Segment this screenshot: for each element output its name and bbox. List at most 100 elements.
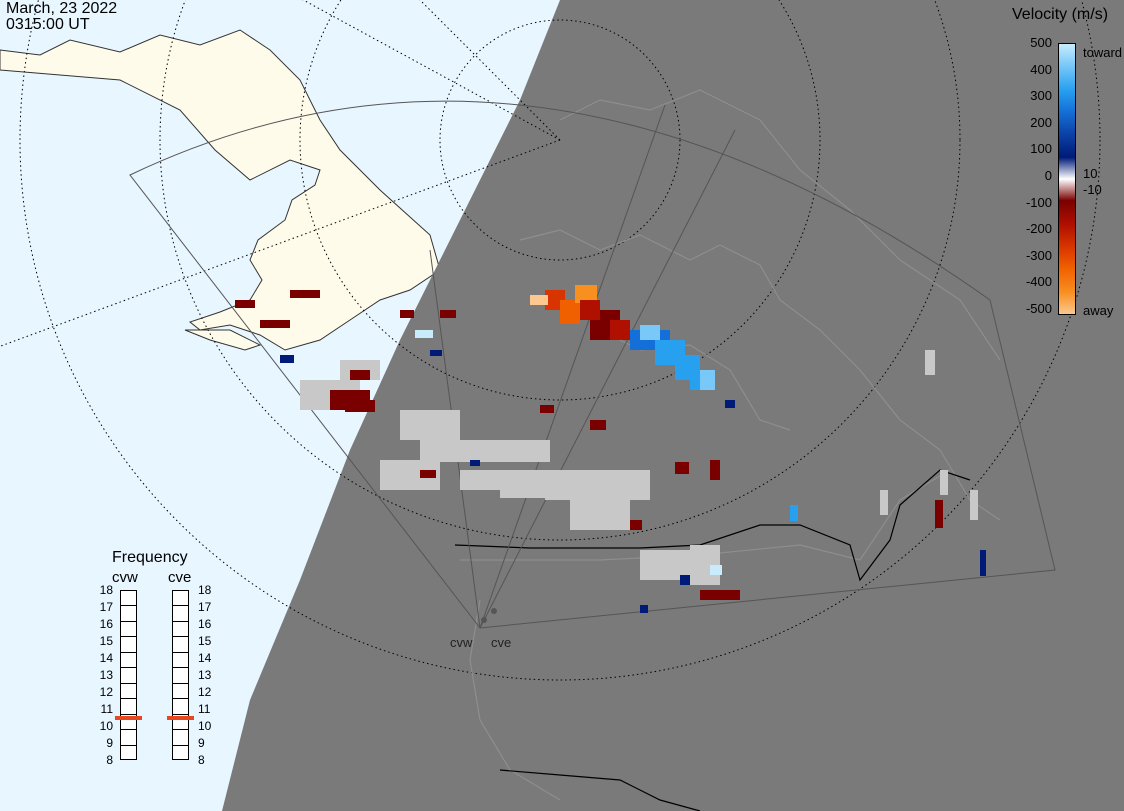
frequency-level-right: 12 bbox=[198, 685, 212, 699]
velocity-cell bbox=[640, 605, 648, 613]
frequency-cell bbox=[121, 591, 136, 607]
frequency-level-right: 18 bbox=[198, 583, 212, 597]
frequency-cell bbox=[121, 684, 136, 700]
velocity-tick-label: -300 bbox=[1025, 247, 1052, 263]
velocity-cell bbox=[430, 350, 442, 356]
frequency-cell bbox=[173, 699, 188, 715]
frequency-cell bbox=[121, 699, 136, 715]
time-label: 0315:00 UT bbox=[6, 16, 90, 33]
velocity-cell bbox=[420, 470, 436, 478]
frequency-cell bbox=[121, 637, 136, 653]
velocity-tick-label: 100 bbox=[1030, 141, 1052, 157]
frequency-cell bbox=[173, 653, 188, 669]
frequency-cell bbox=[121, 730, 136, 746]
frequency-cell bbox=[173, 637, 188, 653]
velocity-cell bbox=[345, 400, 375, 412]
frequency-level-left: 16 bbox=[99, 617, 113, 631]
velocity-tick-label: 500 bbox=[1030, 35, 1052, 50]
velocity-cell bbox=[710, 565, 722, 575]
radar-site-cvw bbox=[481, 617, 487, 623]
velocity-tick-label: 400 bbox=[1030, 61, 1052, 77]
velocity-cell bbox=[470, 460, 480, 466]
velocity-low-negative-label: -10 bbox=[1083, 182, 1102, 197]
velocity-cell bbox=[925, 350, 935, 375]
frequency-level-right: 10 bbox=[198, 719, 212, 733]
frequency-level-right: 16 bbox=[198, 617, 212, 631]
frequency-scale-cve bbox=[172, 590, 189, 760]
velocity-cell bbox=[540, 405, 554, 413]
velocity-tick-label: 300 bbox=[1030, 88, 1052, 104]
frequency-cell bbox=[121, 606, 136, 622]
frequency-title: Frequency bbox=[112, 549, 188, 566]
velocity-cell bbox=[560, 300, 580, 324]
frequency-cell bbox=[173, 668, 188, 684]
velocity-cell bbox=[880, 490, 888, 515]
radar-site-cvw-label: cvw bbox=[450, 635, 473, 650]
frequency-marker-cve bbox=[167, 715, 194, 720]
frequency-level-left: 18 bbox=[99, 583, 113, 597]
velocity-cell bbox=[700, 370, 715, 390]
frequency-radar-cvw-label: cvw bbox=[112, 569, 138, 586]
frequency-level-left: 15 bbox=[99, 634, 113, 648]
night-side-shading bbox=[222, 0, 1124, 811]
frequency-level-right: 9 bbox=[198, 736, 205, 750]
velocity-tick-label: -400 bbox=[1025, 274, 1052, 290]
coastlines bbox=[460, 89, 1001, 801]
velocity-cell bbox=[590, 420, 606, 430]
velocity-cell bbox=[700, 590, 740, 600]
latitude-lines bbox=[0, 0, 1101, 681]
radar-site-cve bbox=[491, 608, 497, 614]
radar-fov-outline bbox=[129, 100, 1056, 629]
velocity-legend-title: Velocity (m/s) bbox=[1012, 6, 1109, 23]
velocity-tick-label: -200 bbox=[1025, 221, 1052, 237]
velocity-cell bbox=[575, 285, 597, 303]
frequency-cell bbox=[173, 730, 188, 746]
frequency-level-right: 11 bbox=[198, 702, 211, 716]
frequency-level-left: 12 bbox=[99, 685, 113, 699]
velocity-cell bbox=[280, 355, 294, 363]
velocity-cell bbox=[675, 462, 689, 474]
velocity-cell bbox=[530, 295, 548, 305]
velocity-cell bbox=[980, 550, 986, 576]
velocity-cell bbox=[940, 470, 948, 495]
velocity-cell bbox=[610, 320, 630, 340]
velocity-cell bbox=[420, 440, 550, 462]
frequency-level-left: 14 bbox=[99, 651, 113, 665]
frequency-cell bbox=[121, 715, 136, 731]
frequency-cell bbox=[121, 622, 136, 638]
frequency-level-left: 10 bbox=[99, 719, 113, 733]
frequency-level-right: 14 bbox=[198, 651, 212, 665]
velocity-scatter bbox=[235, 285, 986, 613]
velocity-low-positive-label: 10 bbox=[1083, 166, 1098, 181]
radar-site-cve-label: cve bbox=[491, 635, 512, 650]
velocity-cell bbox=[970, 490, 978, 520]
frequency-cell bbox=[121, 668, 136, 684]
velocity-cell bbox=[935, 500, 943, 528]
frequency-cell bbox=[173, 715, 188, 731]
frequency-level-left: 8 bbox=[106, 753, 113, 767]
frequency-level-left: 13 bbox=[99, 668, 113, 682]
frequency-level-left: 9 bbox=[106, 736, 113, 750]
velocity-cell bbox=[400, 310, 414, 318]
velocity-cell bbox=[260, 320, 290, 328]
velocity-toward-label: toward bbox=[1083, 45, 1123, 60]
velocity-cell bbox=[725, 400, 735, 408]
frequency-marker-cvw bbox=[115, 715, 142, 720]
frequency-cell bbox=[173, 606, 188, 622]
aleutian-islands bbox=[184, 329, 262, 351]
frequency-cell bbox=[173, 684, 188, 700]
velocity-cell bbox=[640, 325, 660, 340]
velocity-cell bbox=[290, 290, 320, 298]
frequency-level-right: 8 bbox=[198, 753, 205, 767]
velocity-tick-label: -100 bbox=[1025, 194, 1052, 210]
velocity-cell bbox=[630, 520, 642, 530]
frequency-cell bbox=[173, 591, 188, 607]
velocity-color-bar bbox=[1058, 43, 1076, 315]
frequency-cell bbox=[121, 653, 136, 669]
velocity-away-label: away bbox=[1083, 303, 1114, 318]
velocity-cell bbox=[710, 460, 720, 480]
velocity-cell bbox=[235, 300, 255, 308]
velocity-cell bbox=[415, 330, 433, 338]
frequency-level-right: 13 bbox=[198, 668, 212, 682]
